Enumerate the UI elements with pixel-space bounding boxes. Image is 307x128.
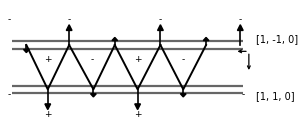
Text: +: + bbox=[134, 110, 141, 119]
Polygon shape bbox=[135, 104, 141, 110]
Text: -: - bbox=[68, 15, 71, 24]
Text: -: - bbox=[159, 15, 162, 24]
Polygon shape bbox=[237, 25, 243, 30]
Text: +: + bbox=[44, 55, 52, 64]
Polygon shape bbox=[112, 37, 118, 41]
Polygon shape bbox=[181, 94, 186, 97]
Text: +: + bbox=[44, 110, 52, 119]
Text: -: - bbox=[8, 15, 11, 24]
Text: -: - bbox=[8, 90, 11, 99]
Text: -: - bbox=[182, 55, 185, 64]
Text: -: - bbox=[242, 90, 245, 99]
Polygon shape bbox=[66, 25, 72, 30]
Polygon shape bbox=[91, 94, 96, 97]
Text: -: - bbox=[239, 15, 242, 24]
Polygon shape bbox=[203, 37, 209, 41]
Text: [1, -1, 0]: [1, -1, 0] bbox=[256, 34, 298, 44]
Polygon shape bbox=[157, 25, 163, 30]
Text: +: + bbox=[134, 55, 141, 64]
Polygon shape bbox=[45, 104, 51, 110]
Text: -: - bbox=[91, 55, 94, 64]
Text: [1, 1, 0]: [1, 1, 0] bbox=[256, 91, 295, 101]
Polygon shape bbox=[24, 49, 29, 53]
